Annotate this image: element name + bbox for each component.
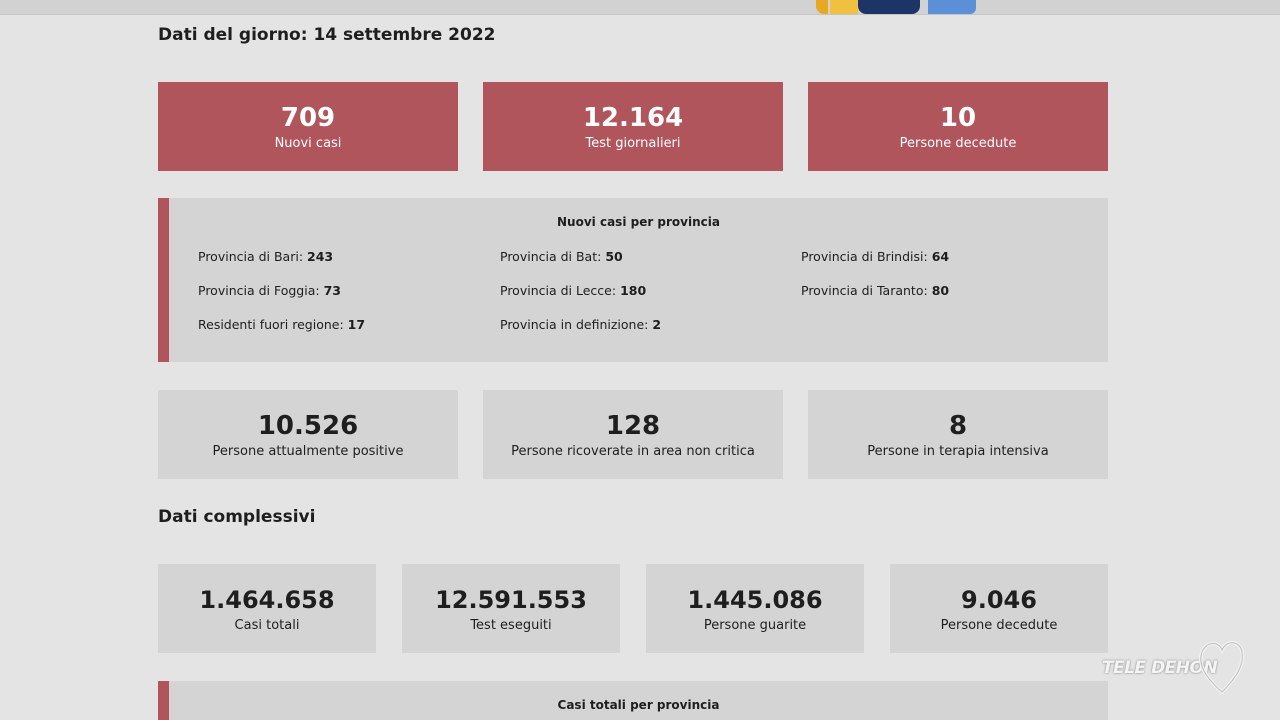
header-logo-fragment xyxy=(928,0,976,14)
province-item: Provincia di Bat: 50 xyxy=(500,249,623,264)
total-deaths-card: 9.046 Persone decedute xyxy=(890,564,1108,653)
top-bar xyxy=(0,0,1280,15)
daily-deaths-label: Persone decedute xyxy=(899,136,1017,151)
total-cases-by-province-title: Casi totali per provincia xyxy=(557,698,720,712)
province-item: Provincia di Lecce: 180 xyxy=(500,283,647,298)
new-cases-value: 709 xyxy=(280,103,336,133)
new-cases-by-province-title: Nuovi casi per provincia xyxy=(557,215,720,229)
province-item: Residenti fuori regione: 17 xyxy=(198,317,366,332)
total-tests-value: 12.591.553 xyxy=(435,586,587,614)
header-logo-fragment xyxy=(858,0,920,14)
new-cases-card: 709 Nuovi casi xyxy=(158,82,458,171)
province-item: Provincia di Foggia: 73 xyxy=(198,283,341,298)
new-cases-label: Nuovi casi xyxy=(274,136,342,151)
currently-positive-card: 10.526 Persone attualmente positive xyxy=(158,390,458,479)
new-cases-by-province-panel: Nuovi casi per provincia Provincia di Ba… xyxy=(158,198,1108,362)
total-deaths-label: Persone decedute xyxy=(940,618,1058,633)
recovered-value: 1.445.086 xyxy=(687,586,823,614)
total-tests-label: Test eseguiti xyxy=(470,618,552,633)
header-logo-fragment xyxy=(830,0,858,14)
hospitalized-label: Persone ricoverate in area non critica xyxy=(511,444,755,459)
total-cases-by-province-panel: Casi totali per provincia xyxy=(158,681,1108,720)
intensive-care-card: 8 Persone in terapia intensiva xyxy=(808,390,1108,479)
total-cases-card: 1.464.658 Casi totali xyxy=(158,564,376,653)
day-section-title: Dati del giorno: 14 settembre 2022 xyxy=(158,25,496,45)
province-item: Provincia di Taranto: 80 xyxy=(801,283,950,298)
currently-positive-label: Persone attualmente positive xyxy=(212,444,404,459)
daily-tests-label: Test giornalieri xyxy=(585,136,681,151)
heart-logo-icon xyxy=(1199,641,1245,695)
total-cases-label: Casi totali xyxy=(234,618,300,633)
daily-tests-value: 12.164 xyxy=(582,103,684,133)
total-deaths-value: 9.046 xyxy=(961,586,1037,614)
channel-watermark: TELE DEHON xyxy=(1100,636,1250,700)
daily-tests-card: 12.164 Test giornalieri xyxy=(483,82,783,171)
recovered-label: Persone guarite xyxy=(703,618,807,633)
daily-deaths-value: 10 xyxy=(939,103,977,133)
total-cases-value: 1.464.658 xyxy=(199,586,335,614)
hospitalized-card: 128 Persone ricoverate in area non criti… xyxy=(483,390,783,479)
recovered-card: 1.445.086 Persone guarite xyxy=(646,564,864,653)
watermark-text: TELE DEHON xyxy=(1102,658,1218,678)
intensive-care-value: 8 xyxy=(948,411,968,441)
currently-positive-value: 10.526 xyxy=(257,411,359,441)
total-tests-card: 12.591.553 Test eseguiti xyxy=(402,564,620,653)
province-item: Provincia in definizione: 2 xyxy=(500,317,662,332)
hospitalized-value: 128 xyxy=(605,411,661,441)
total-section-title: Dati complessivi xyxy=(158,507,316,527)
daily-deaths-card: 10 Persone decedute xyxy=(808,82,1108,171)
province-item: Provincia di Bari: 243 xyxy=(198,249,334,264)
province-item: Provincia di Brindisi: 64 xyxy=(801,249,950,264)
header-logo-fragment xyxy=(816,0,828,14)
intensive-care-label: Persone in terapia intensiva xyxy=(867,444,1049,459)
